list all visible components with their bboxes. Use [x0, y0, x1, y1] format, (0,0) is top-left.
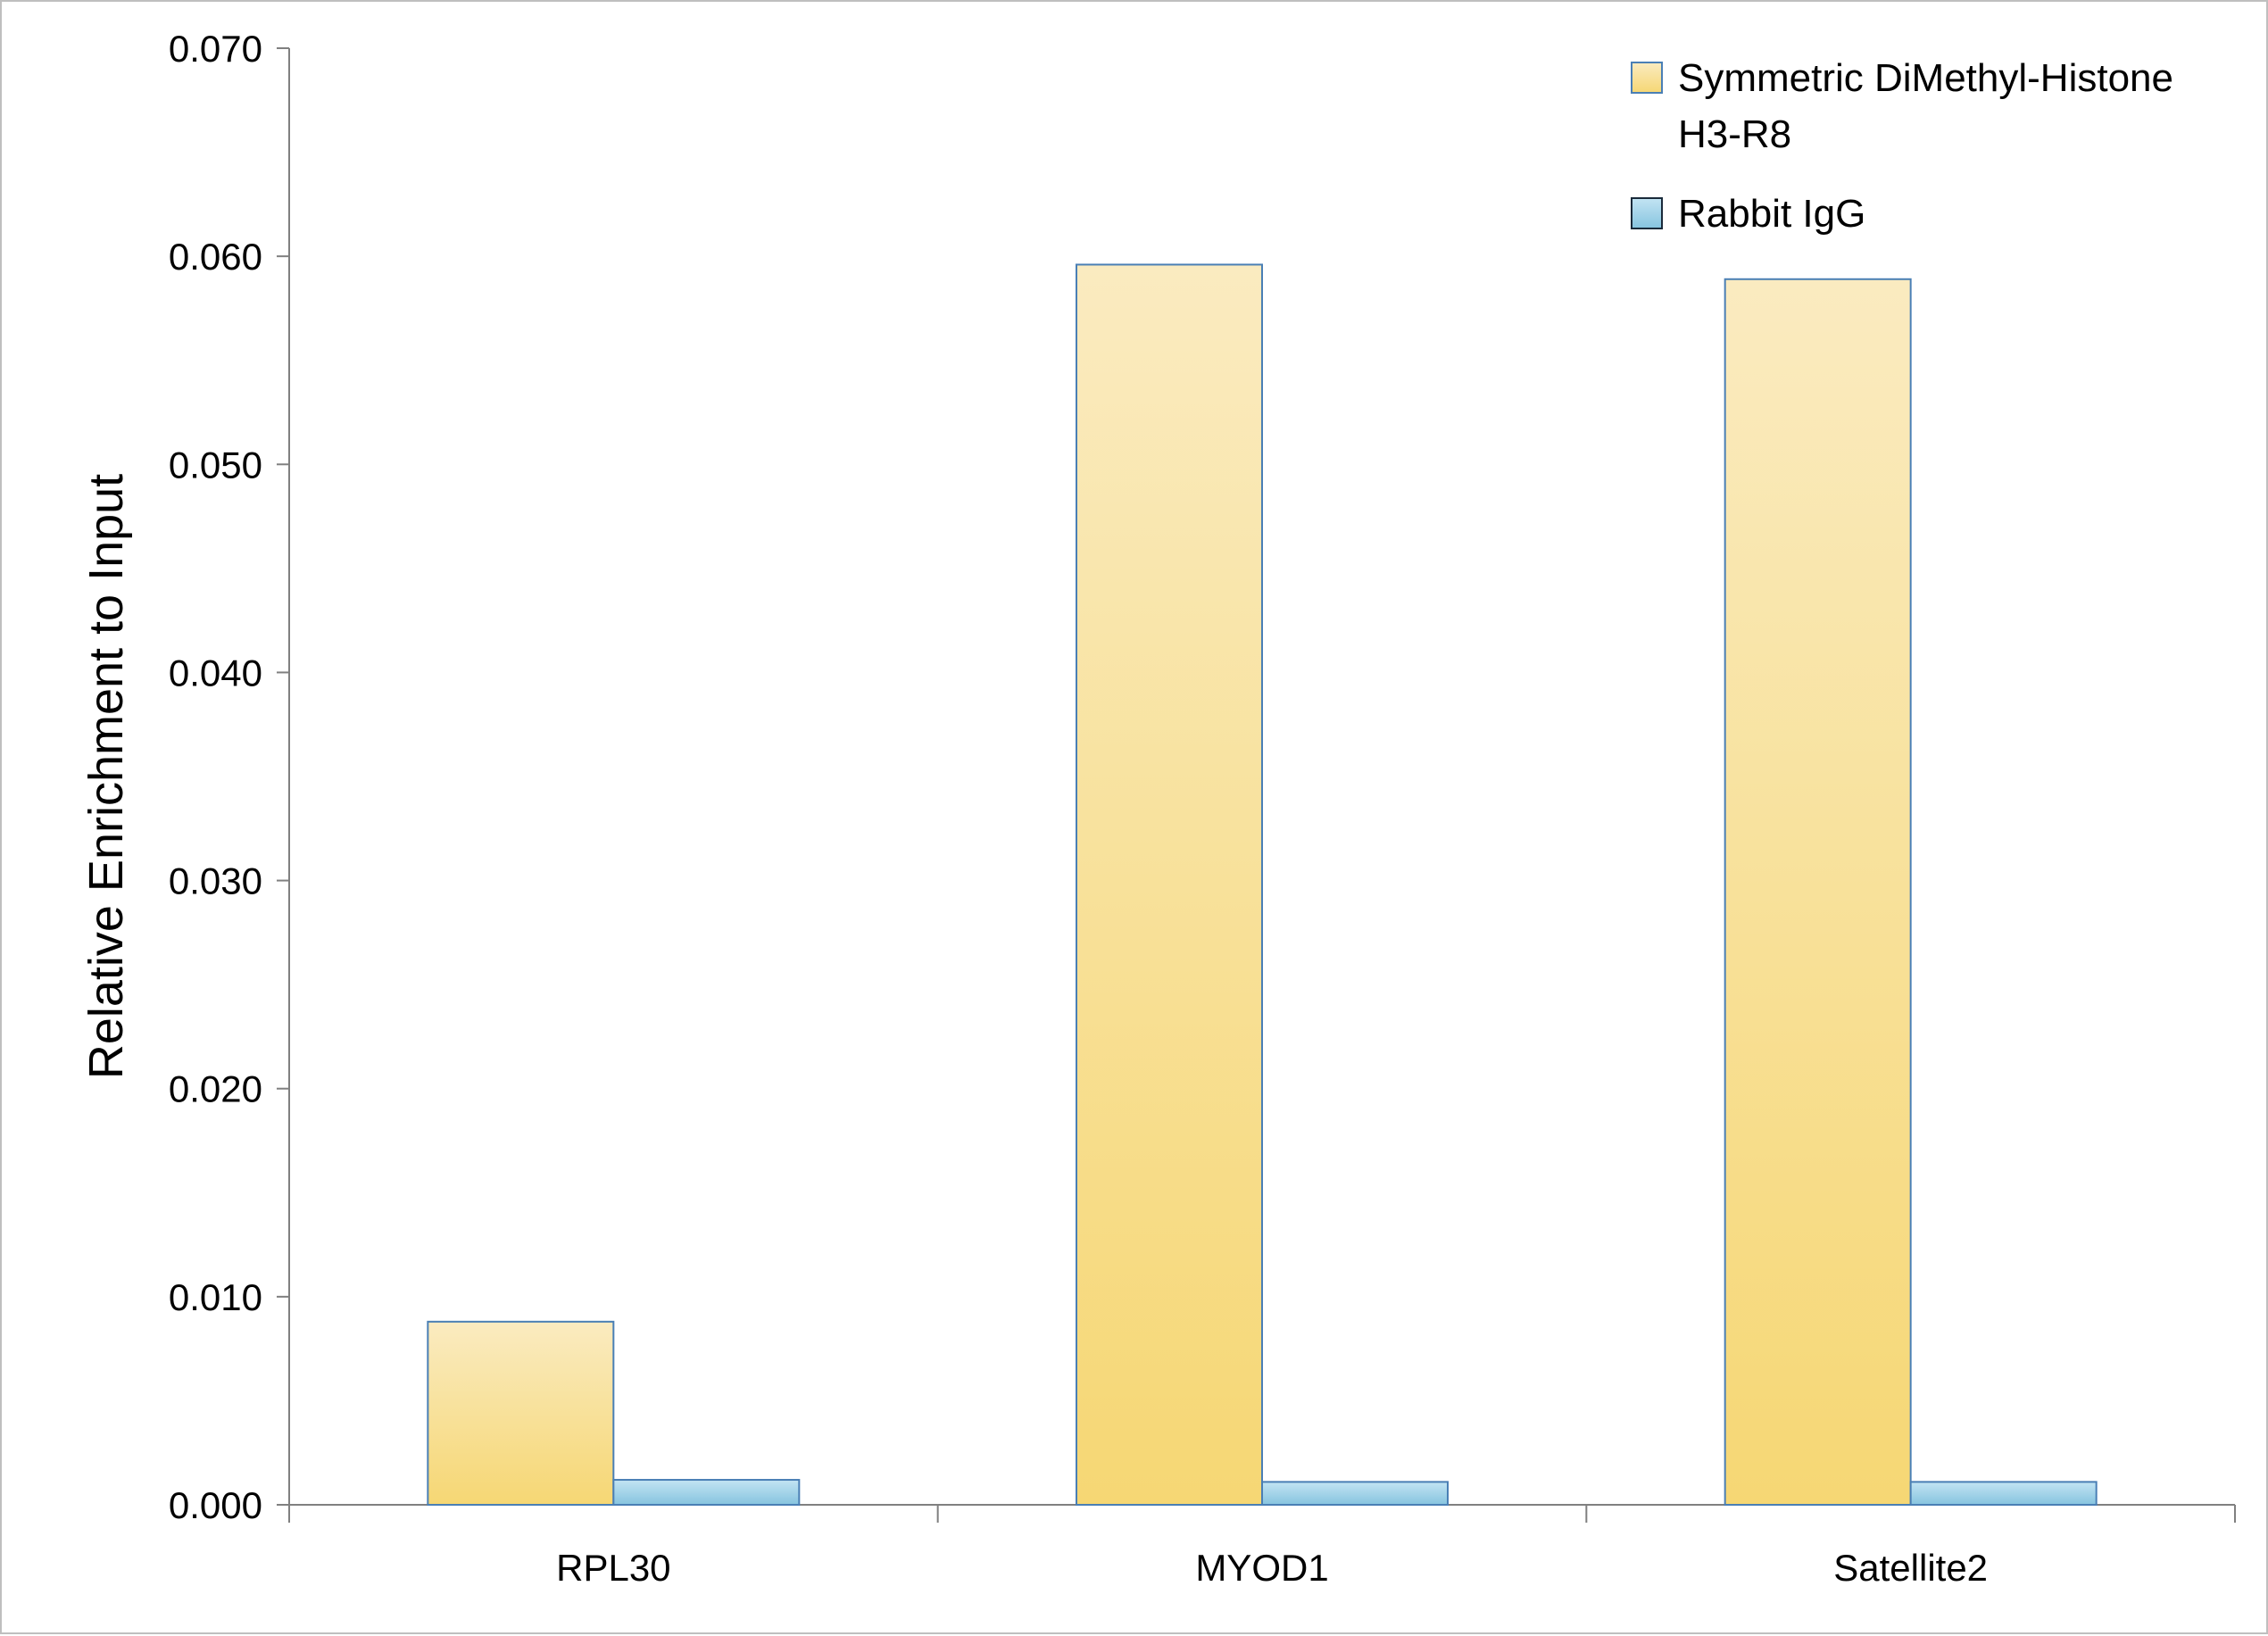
- y-axis-title: Relative Enrichment to Input: [79, 474, 133, 1079]
- bar-rabbit-igg-rpl30: [612, 1479, 801, 1506]
- y-tick-label: 0.020: [169, 1068, 262, 1110]
- legend-label: Symmetric DiMethyl-Histone: [1678, 56, 2173, 100]
- bar-symmetric-dimethyl-satellite2: [1724, 278, 1912, 1506]
- y-tick-label: 0.010: [169, 1276, 262, 1318]
- y-tick-label: 0.040: [169, 652, 262, 693]
- bars: [427, 263, 2098, 1506]
- y-tick-label: 0.050: [169, 444, 262, 486]
- y-tick-label: 0.030: [169, 860, 262, 902]
- legend-label: H3-R8: [1678, 112, 1791, 156]
- bar-symmetric-dimethyl-rpl30: [427, 1320, 615, 1506]
- x-axis-labels: RPL30 MYOD1 Satellite2: [556, 1547, 1988, 1589]
- bar-rabbit-igg-myod1: [1261, 1481, 1449, 1506]
- x-category-label: RPL30: [556, 1547, 670, 1589]
- legend-swatch: [1631, 197, 1663, 229]
- y-tick-label: 0.070: [169, 28, 262, 70]
- bar-rabbit-igg-satellite2: [1909, 1481, 2098, 1506]
- y-tick-label: 0.000: [169, 1484, 262, 1526]
- y-tick-label: 0.060: [169, 236, 262, 278]
- legend-swatch: [1631, 62, 1663, 94]
- legend: Symmetric DiMethyl-Histone H3-R8 Rabbit Ig…: [1631, 56, 2173, 236]
- bar-symmetric-dimethyl-myod1: [1076, 263, 1263, 1506]
- y-axis-ticks: 0.000 0.010 0.020 0.030 0.040 0.050 0.060 0.070: [169, 28, 289, 1526]
- legend-label: Rabbit IgG: [1678, 192, 1865, 236]
- x-category-label: MYOD1: [1195, 1547, 1328, 1589]
- x-category-label: Satellite2: [1833, 1547, 1988, 1589]
